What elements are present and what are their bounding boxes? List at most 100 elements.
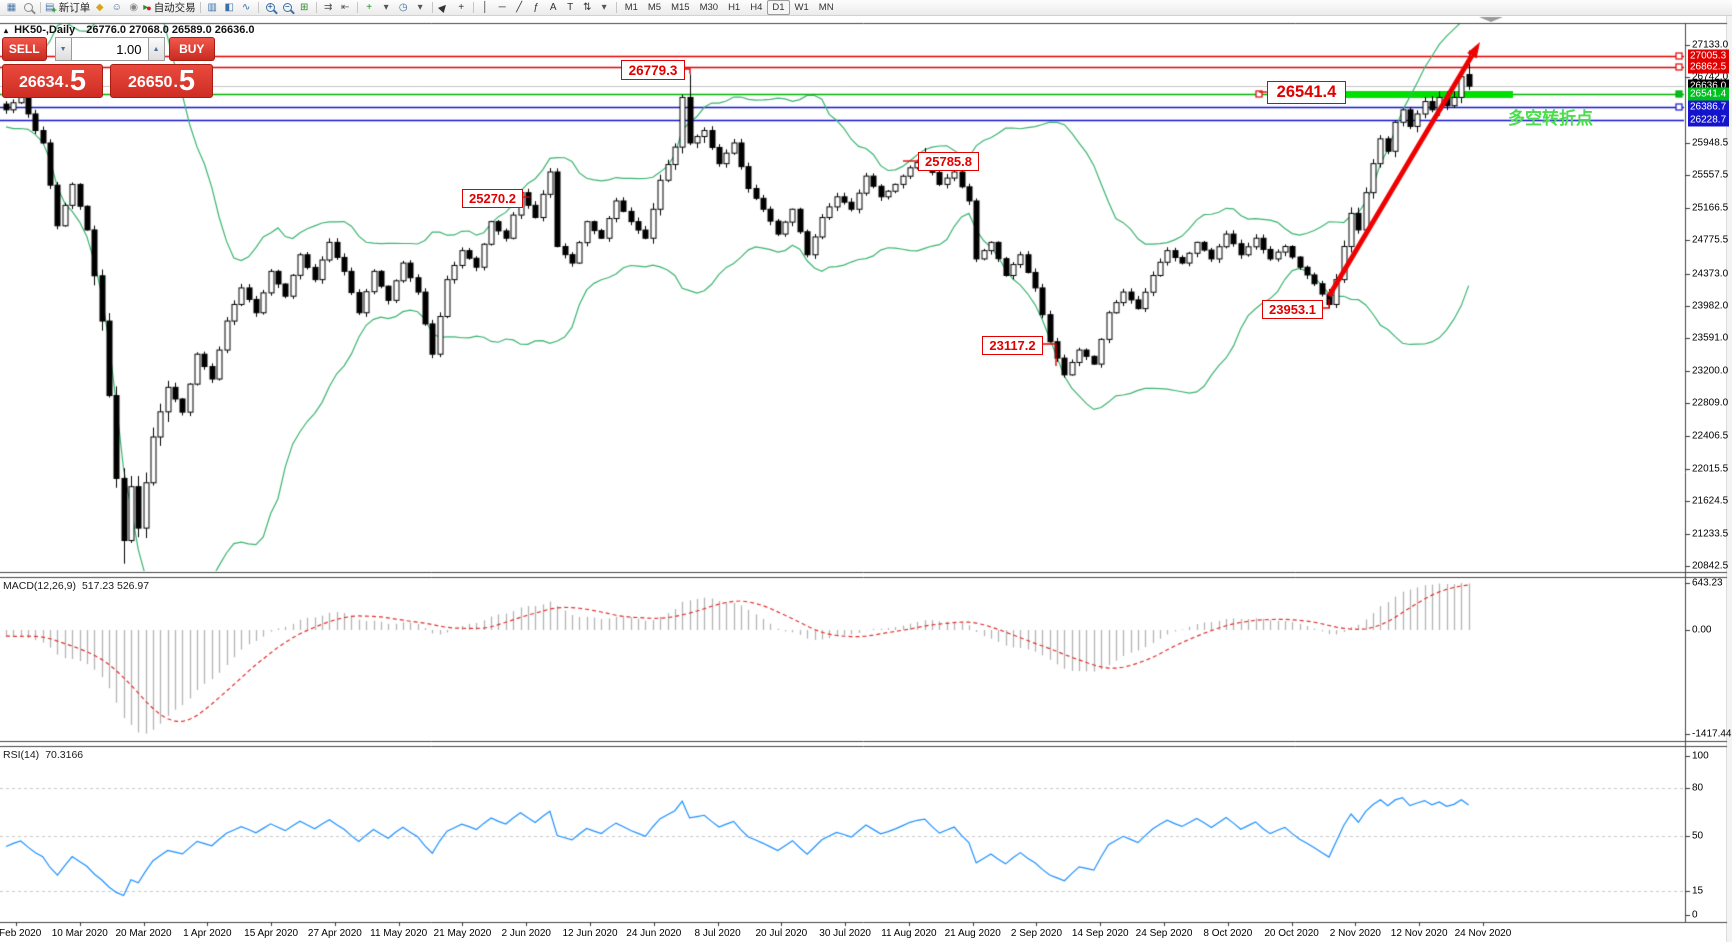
- price-axis-tick: 25166.5: [1692, 202, 1729, 214]
- chart-window-icon[interactable]: ▦: [6, 1, 17, 13]
- sell-button[interactable]: SELL: [2, 37, 47, 61]
- time-axis-label: 21 May 2020: [433, 928, 492, 939]
- toolbar-separator: [315, 2, 317, 13]
- periods-icon[interactable]: ◷: [398, 1, 408, 13]
- volume-input[interactable]: [71, 37, 148, 61]
- rsi-axis-tick: 80: [1692, 782, 1704, 794]
- timeframe-button-w1[interactable]: W1: [794, 2, 809, 13]
- price-callout-label[interactable]: 26779.3: [621, 60, 685, 80]
- buy-button[interactable]: BUY: [168, 37, 215, 61]
- timeframe-button-m15[interactable]: M15: [671, 2, 690, 13]
- price-axis-tick: 23200.0: [1692, 365, 1729, 377]
- price-callout-label[interactable]: 25785.8: [918, 152, 979, 171]
- time-axis-label: 12 Jun 2020: [562, 928, 618, 939]
- macd-label-row: MACD(12,26,9) 517.23 526.97: [3, 580, 149, 592]
- timeframe-button-m5[interactable]: M5: [647, 2, 662, 13]
- ohlc-values: 26776.0 27068.0 26589.0 26636.0: [86, 24, 255, 36]
- hline-icon[interactable]: ─: [498, 1, 506, 13]
- annotation-text[interactable]: 多空转折点: [1508, 109, 1593, 128]
- sell-price-box[interactable]: 26634. 5: [2, 64, 103, 98]
- autotrading-button[interactable]: ▸ ● 自动交易: [143, 1, 196, 14]
- zoom-out-icon[interactable]: −: [279, 1, 296, 15]
- price-line-label: 26228.7: [1688, 113, 1729, 127]
- time-axis-label: 27 Apr 2020: [307, 928, 362, 939]
- time-axis-label: 1 Apr 2020: [183, 928, 232, 939]
- buy-price-dot: .: [173, 74, 178, 91]
- timeframe-button-h4[interactable]: H4: [750, 2, 763, 13]
- print-preview-icon[interactable]: [20, 1, 37, 15]
- label-icon[interactable]: T: [567, 1, 574, 13]
- time-axis-label: 14 Sep 2020: [1071, 928, 1129, 939]
- price-axis-tick: 25557.5: [1692, 169, 1729, 181]
- crosshair-icon[interactable]: +: [458, 1, 465, 13]
- price-axis-tick: 26742.0: [1692, 71, 1729, 83]
- toolbar-separator: [199, 2, 201, 13]
- buy-price-box[interactable]: 26650. 5: [110, 64, 213, 98]
- volume-increase-button[interactable]: ▲: [147, 37, 165, 61]
- auto-scroll-icon[interactable]: ⇉: [323, 1, 333, 13]
- time-axis-label: 30 Jul 2020: [819, 928, 871, 939]
- timeframe-button-m1[interactable]: M1: [624, 2, 638, 13]
- time-axis-label: 20 Oct 2020: [1264, 928, 1319, 939]
- metaeditor-icon[interactable]: ◆: [95, 1, 104, 13]
- price-line-label: 26541.4: [1688, 87, 1729, 101]
- text-icon[interactable]: A: [549, 1, 557, 13]
- tile-windows-icon[interactable]: ⊞: [299, 1, 309, 13]
- price-callout-label[interactable]: 23953.1: [1262, 300, 1323, 319]
- symbol-period-label: HK50-,Daily: [14, 24, 76, 36]
- periods-dropdown[interactable]: ▾: [417, 1, 423, 13]
- price-callout-label[interactable]: 23117.2: [982, 336, 1043, 355]
- toolbar-separator: [615, 2, 617, 13]
- price-axis-tick: 22406.5: [1692, 430, 1729, 442]
- toolbar-separator: [356, 2, 358, 13]
- toolbar-separator: [40, 2, 41, 13]
- signals-icon[interactable]: ◉: [129, 1, 139, 13]
- bar-chart-icon[interactable]: ▥: [207, 1, 217, 13]
- new-order-button[interactable]: ▤ + 新订单: [45, 1, 91, 15]
- time-axis-label: 24 Nov 2020: [1454, 928, 1512, 939]
- indicators-icon[interactable]: +: [366, 1, 373, 13]
- macd-title: MACD(12,26,9): [3, 580, 76, 592]
- fibonacci-icon[interactable]: ƒ: [533, 1, 539, 13]
- volume-decrease-button[interactable]: ▼: [54, 37, 72, 61]
- time-axis-label: 21 Aug 2020: [944, 928, 1001, 939]
- timeframe-button-d1[interactable]: D1: [767, 0, 790, 15]
- arrows-icon[interactable]: ⇅: [582, 1, 592, 13]
- arrows-dropdown[interactable]: ▾: [601, 1, 607, 13]
- toolbar-separator: [472, 2, 474, 13]
- experts-icon[interactable]: ☺: [111, 1, 122, 13]
- chart-shift-icon[interactable]: ⇤: [340, 1, 350, 13]
- time-axis-label: 12 Nov 2020: [1390, 928, 1448, 939]
- timeframe-button-h1[interactable]: H1: [728, 2, 741, 13]
- price-axis-tick: 22015.5: [1692, 463, 1729, 475]
- price-axis-tick: 20842.5: [1692, 560, 1729, 572]
- time-axis-label: 2 Jun 2020: [501, 928, 551, 939]
- timeframe-button-mn[interactable]: MN: [818, 2, 834, 13]
- candlestick-chart-icon[interactable]: ◧: [224, 1, 234, 13]
- sell-price-main: 26634: [18, 74, 64, 91]
- price-line-label: 27005.3: [1688, 49, 1729, 63]
- price-callout-label[interactable]: 26541.4: [1267, 81, 1346, 104]
- time-axis-label: 20 Mar 2020: [115, 928, 172, 939]
- cursor-icon[interactable]: ▶: [437, 0, 451, 14]
- indicators-dropdown[interactable]: ▾: [383, 1, 389, 13]
- price-line-label: 26386.7: [1688, 100, 1729, 114]
- price-axis-tick: 24373.0: [1692, 268, 1729, 280]
- zoom-in-icon[interactable]: +: [262, 1, 279, 15]
- rsi-axis-tick: 100: [1692, 750, 1709, 762]
- chart-symbol-header: ▴ HK50-,Daily 26776.0 27068.0 26589.0 26…: [4, 24, 255, 36]
- price-callout-label[interactable]: 25270.2: [462, 189, 523, 208]
- timeframe-button-m30[interactable]: M30: [699, 2, 719, 13]
- rsi-label-row: RSI(14) 70.3166: [3, 749, 83, 761]
- vline-icon[interactable]: │: [482, 1, 489, 13]
- buy-price-main: 26650: [127, 74, 173, 91]
- line-chart-icon[interactable]: ∿: [241, 1, 251, 13]
- price-axis-tick: 22809.0: [1692, 397, 1729, 409]
- toolbar-separator: [431, 2, 433, 13]
- buy-price-pip: 5: [178, 65, 196, 97]
- rsi-axis-tick: 15: [1692, 885, 1704, 897]
- time-axis-label: 10 Mar 2020: [51, 928, 108, 939]
- trendline-icon[interactable]: ╱: [516, 1, 523, 13]
